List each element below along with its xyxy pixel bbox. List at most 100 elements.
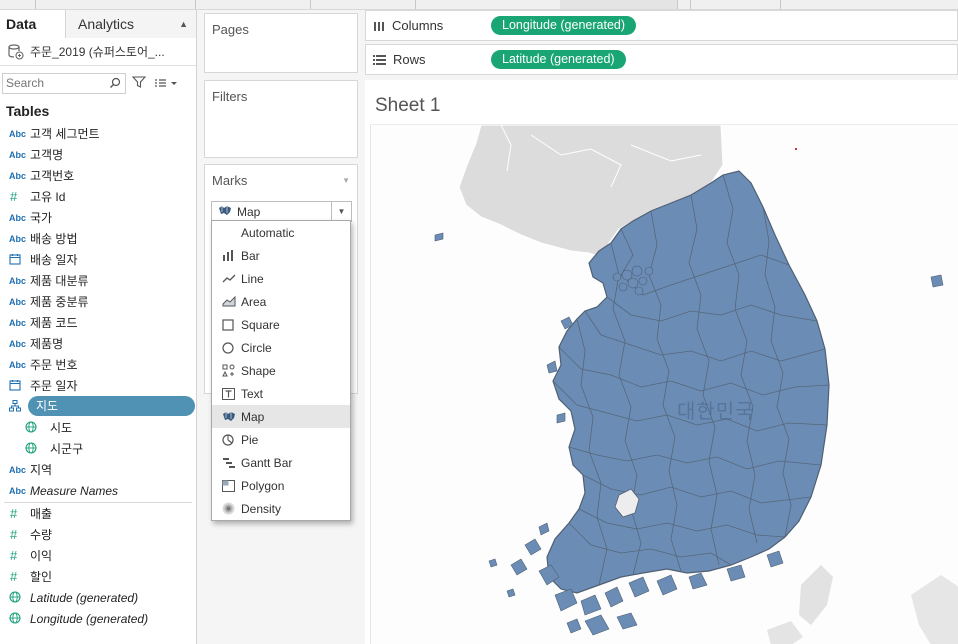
tab-data[interactable]: Data	[0, 10, 66, 38]
field-item[interactable]: 배송 일자	[0, 249, 196, 270]
chevron-down-icon[interactable]: ▼	[342, 176, 350, 185]
mark-option-square[interactable]: Square	[212, 313, 350, 336]
toolbar-divider	[310, 0, 311, 9]
mark-option-polygon[interactable]: Polygon	[212, 474, 350, 497]
field-item[interactable]: Abc 제품 대분류	[0, 270, 196, 291]
filters-card[interactable]: Filters	[204, 80, 358, 158]
mark-option-bar[interactable]: Bar	[212, 244, 350, 267]
columns-shelf[interactable]: Columns Longitude (generated)	[365, 10, 958, 41]
pages-card-title: Pages	[212, 22, 249, 37]
mark-option-label: Text	[241, 386, 264, 401]
field-item[interactable]: Abc 고객번호	[0, 165, 196, 186]
number-type-icon: #	[10, 189, 18, 204]
field-item[interactable]: Abc 제품 코드	[0, 312, 196, 333]
mark-option-circle[interactable]: Circle	[212, 336, 350, 359]
marks-card-label: Marks	[212, 173, 248, 188]
field-item[interactable]: Longitude (generated)	[0, 608, 196, 629]
columns-shelf-label: Columns	[392, 18, 444, 33]
mark-type-select[interactable]: Map ▼	[211, 201, 352, 222]
tab-analytics-label: Analytics	[78, 16, 135, 32]
field-item[interactable]: Abc 국가	[0, 207, 196, 228]
neighbor-island	[799, 565, 833, 625]
field-item[interactable]: Abc 제품 중분류	[0, 291, 196, 312]
field-list-divider	[4, 502, 192, 503]
pages-card[interactable]: Pages	[204, 13, 358, 73]
mark-option-label: Gantt Bar	[241, 455, 293, 470]
neighbor-island	[911, 575, 958, 644]
mark-option-area[interactable]: Area	[212, 290, 350, 313]
field-item[interactable]: # 할인	[0, 566, 196, 587]
datasource-name: 주문_2019 (슈퍼스토어_...	[30, 45, 165, 59]
map-view[interactable]: 대한민국	[370, 124, 958, 644]
field-label: 고유 Id	[30, 190, 66, 204]
longitude-pill[interactable]: Longitude (generated)	[491, 16, 637, 35]
mark-option-automatic[interactable]: Automatic	[212, 221, 350, 244]
field-item[interactable]: Abc 지역	[0, 459, 196, 480]
mark-option-label: Line	[241, 271, 264, 286]
tab-analytics[interactable]: Analytics ▲	[66, 10, 196, 38]
datasource-row[interactable]: 주문_2019 (슈퍼스토어_...	[0, 38, 196, 66]
columns-shelf-label-wrap: Columns	[366, 18, 491, 33]
mark-option-label: Automatic	[241, 225, 295, 240]
search-icon[interactable]	[109, 77, 121, 92]
string-type-icon: Abc	[9, 485, 27, 496]
search-box[interactable]	[2, 72, 126, 94]
string-type-icon: Abc	[9, 212, 27, 223]
toolbar-tab[interactable]	[560, 0, 678, 9]
latitude-pill[interactable]: Latitude (generated)	[491, 50, 626, 69]
mark-option-label: Circle	[241, 340, 272, 355]
circle-icon	[222, 341, 240, 355]
sheet-title[interactable]: Sheet 1	[375, 95, 441, 116]
field-label: Latitude (generated)	[30, 590, 139, 605]
mark-option-shape[interactable]: Shape	[212, 359, 350, 382]
mark-option-line[interactable]: Line	[212, 267, 350, 290]
field-item[interactable]: 지도	[0, 396, 196, 417]
square-icon	[222, 318, 240, 332]
field-item[interactable]: Latitude (generated)	[0, 587, 196, 608]
number-type-icon: #	[10, 506, 18, 521]
toolbar-divider	[35, 0, 36, 9]
field-label: 고객번호	[30, 169, 75, 183]
mark-option-density[interactable]: Density	[212, 497, 350, 520]
string-type-icon: Abc	[9, 170, 27, 181]
field-item[interactable]: Abc 고객명	[0, 144, 196, 165]
field-item[interactable]: Abc 제품명	[0, 333, 196, 354]
field-item[interactable]: # 수량	[0, 524, 196, 545]
country-label: 대한민국	[677, 401, 755, 423]
map-canvas[interactable]	[371, 125, 958, 644]
field-item[interactable]: Abc 주문 번호	[0, 354, 196, 375]
mark-option-gantt-bar[interactable]: Gantt Bar	[212, 451, 350, 474]
filters-card-title: Filters	[212, 89, 248, 104]
dropdown-arrow-icon[interactable]: ▼	[331, 202, 351, 221]
field-item[interactable]: # 고유 Id	[0, 186, 196, 207]
mark-option-pie[interactable]: Pie	[212, 428, 350, 451]
field-label: 지역	[30, 463, 53, 477]
field-list: Abc 고객 세그먼트 Abc 고객명 Abc 고객번호 # 고유 Id Abc 국가 Abc 배송 …	[0, 123, 196, 629]
field-item[interactable]: Abc Measure Names	[0, 480, 196, 501]
field-label: 제품 중분류	[30, 295, 89, 309]
pane-tabs: Data Analytics ▲	[0, 10, 196, 38]
sort-arrows-icon[interactable]: ▲	[179, 19, 188, 29]
string-type-icon: Abc	[9, 296, 27, 307]
string-type-icon: Abc	[9, 275, 27, 286]
mark-option-label: Pie	[241, 432, 259, 447]
area-icon	[222, 295, 240, 309]
field-item[interactable]: 시군구	[0, 438, 196, 459]
field-item[interactable]: # 이익	[0, 545, 196, 566]
field-item[interactable]: # 매출	[0, 503, 196, 524]
search-input[interactable]	[3, 73, 103, 93]
rows-shelf[interactable]: Rows Latitude (generated)	[365, 44, 958, 75]
data-pane: Data Analytics ▲ 주문_2019 (슈퍼스토어_...	[0, 10, 197, 644]
field-item[interactable]: 시도	[0, 417, 196, 438]
mark-option-text[interactable]: Text	[212, 382, 350, 405]
view-options-icon[interactable]	[154, 77, 178, 89]
field-item[interactable]: Abc 고객 세그먼트	[0, 123, 196, 144]
shape-icon	[222, 364, 240, 378]
district-borders	[552, 174, 830, 586]
filter-icon[interactable]	[131, 75, 147, 92]
string-type-icon: Abc	[9, 317, 27, 328]
field-item[interactable]: 주문 일자	[0, 375, 196, 396]
field-item[interactable]: Abc 배송 방법	[0, 228, 196, 249]
density-icon	[222, 502, 240, 516]
mark-option-map[interactable]: Map	[212, 405, 350, 428]
